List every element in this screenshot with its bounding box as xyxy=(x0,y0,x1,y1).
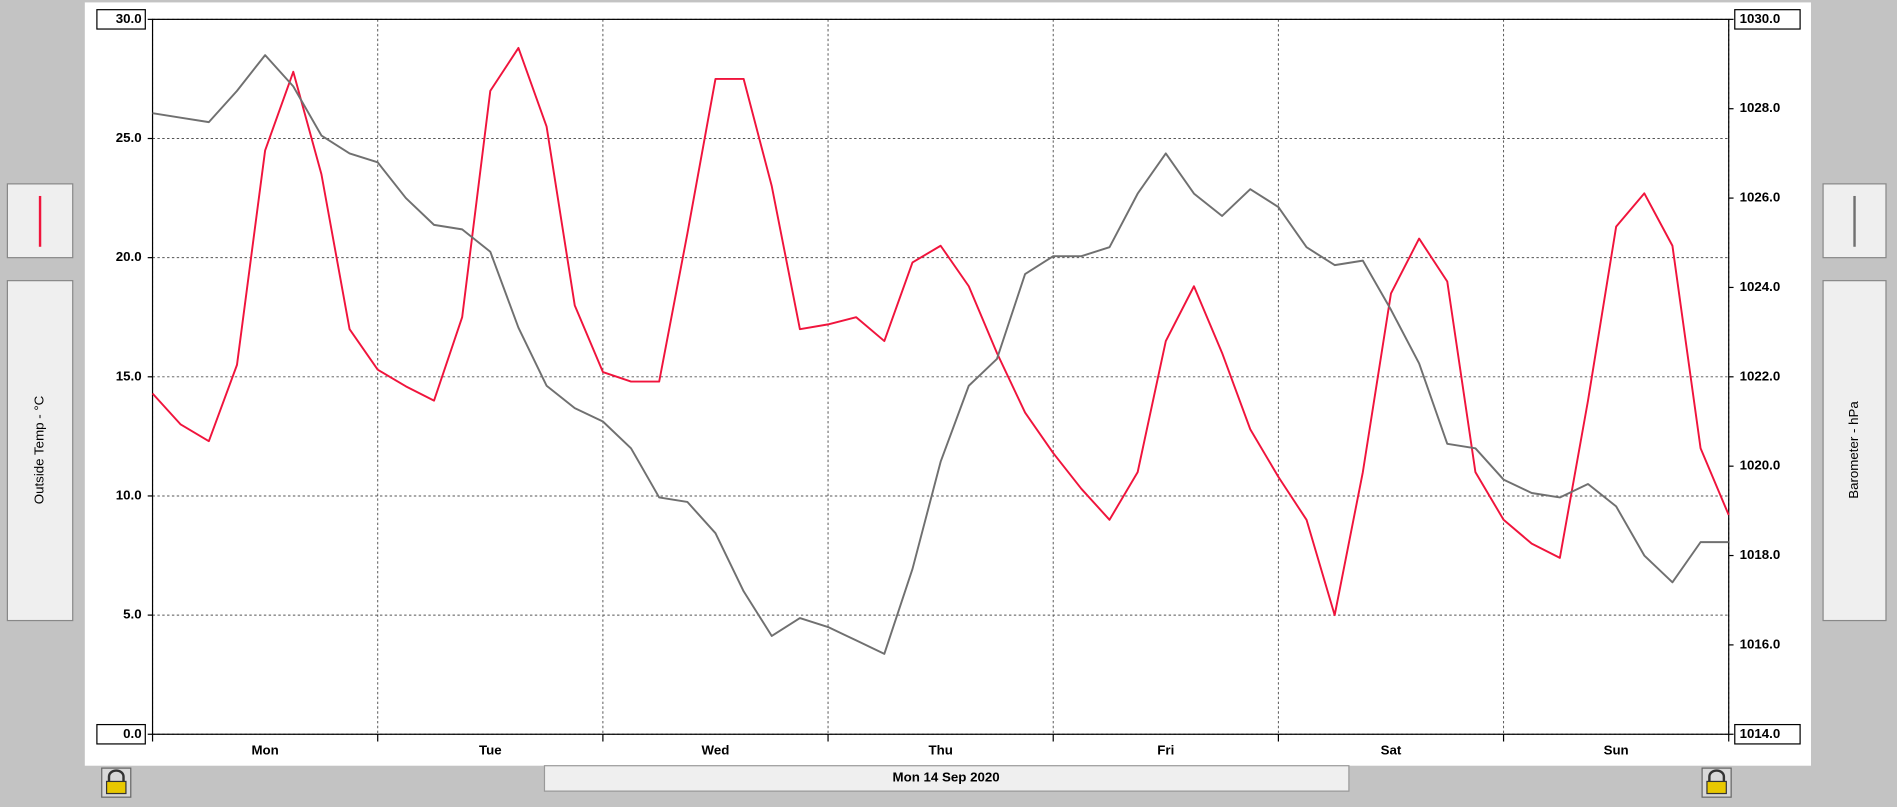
plot-panel xyxy=(84,2,1811,766)
series-line xyxy=(152,54,1729,655)
y-tick-label: 5.0 xyxy=(123,607,141,622)
x-tick-label: Sun xyxy=(1604,743,1629,758)
series-line xyxy=(151,46,1730,617)
y2-tick-label: 1018.0 xyxy=(1740,547,1781,562)
x-tick-label: Sat xyxy=(1381,743,1402,758)
date-bar[interactable] xyxy=(543,765,1350,792)
y2-tick-label: 1016.0 xyxy=(1740,636,1781,651)
legend-label-box[interactable] xyxy=(6,280,74,622)
date-label: Mon 14 Sep 2020 xyxy=(892,769,999,784)
y-tick-box xyxy=(96,9,146,30)
x-tick-label: Mon xyxy=(251,743,278,758)
x-tick-label: Fri xyxy=(1157,743,1174,758)
y2-tick-label: 1020.0 xyxy=(1740,458,1781,473)
y2-tick-label: 1014.0 xyxy=(1740,726,1781,741)
legend-label: Barometer - hPa xyxy=(1846,401,1861,499)
legend-label: Outside Temp - °C xyxy=(32,395,47,504)
x-tick-label: Wed xyxy=(702,743,730,758)
lock-icon[interactable] xyxy=(101,767,132,798)
y-tick-box xyxy=(96,723,146,745)
y2-tick-label: 1022.0 xyxy=(1740,368,1781,383)
y2-tick-label: 1024.0 xyxy=(1740,279,1781,294)
y-tick-label: 30.0 xyxy=(116,11,142,26)
y2-tick-label: 1026.0 xyxy=(1740,190,1781,205)
legend-label-box[interactable] xyxy=(1822,280,1887,622)
y-tick-label: 20.0 xyxy=(116,249,142,264)
lock-icon[interactable] xyxy=(1701,767,1732,798)
y-tick-label: 10.0 xyxy=(116,487,142,502)
y2-tick-box xyxy=(1734,9,1801,30)
x-tick-label: Thu xyxy=(928,743,952,758)
y2-tick-box xyxy=(1734,723,1801,745)
y2-tick-label: 1028.0 xyxy=(1740,100,1781,115)
x-tick-label: Tue xyxy=(479,743,502,758)
y2-tick-label: 1030.0 xyxy=(1740,11,1781,26)
y-tick-label: 25.0 xyxy=(116,130,142,145)
plot-frame xyxy=(151,18,1730,735)
y-tick-label: 0.0 xyxy=(123,726,141,741)
y-tick-label: 15.0 xyxy=(116,368,142,383)
